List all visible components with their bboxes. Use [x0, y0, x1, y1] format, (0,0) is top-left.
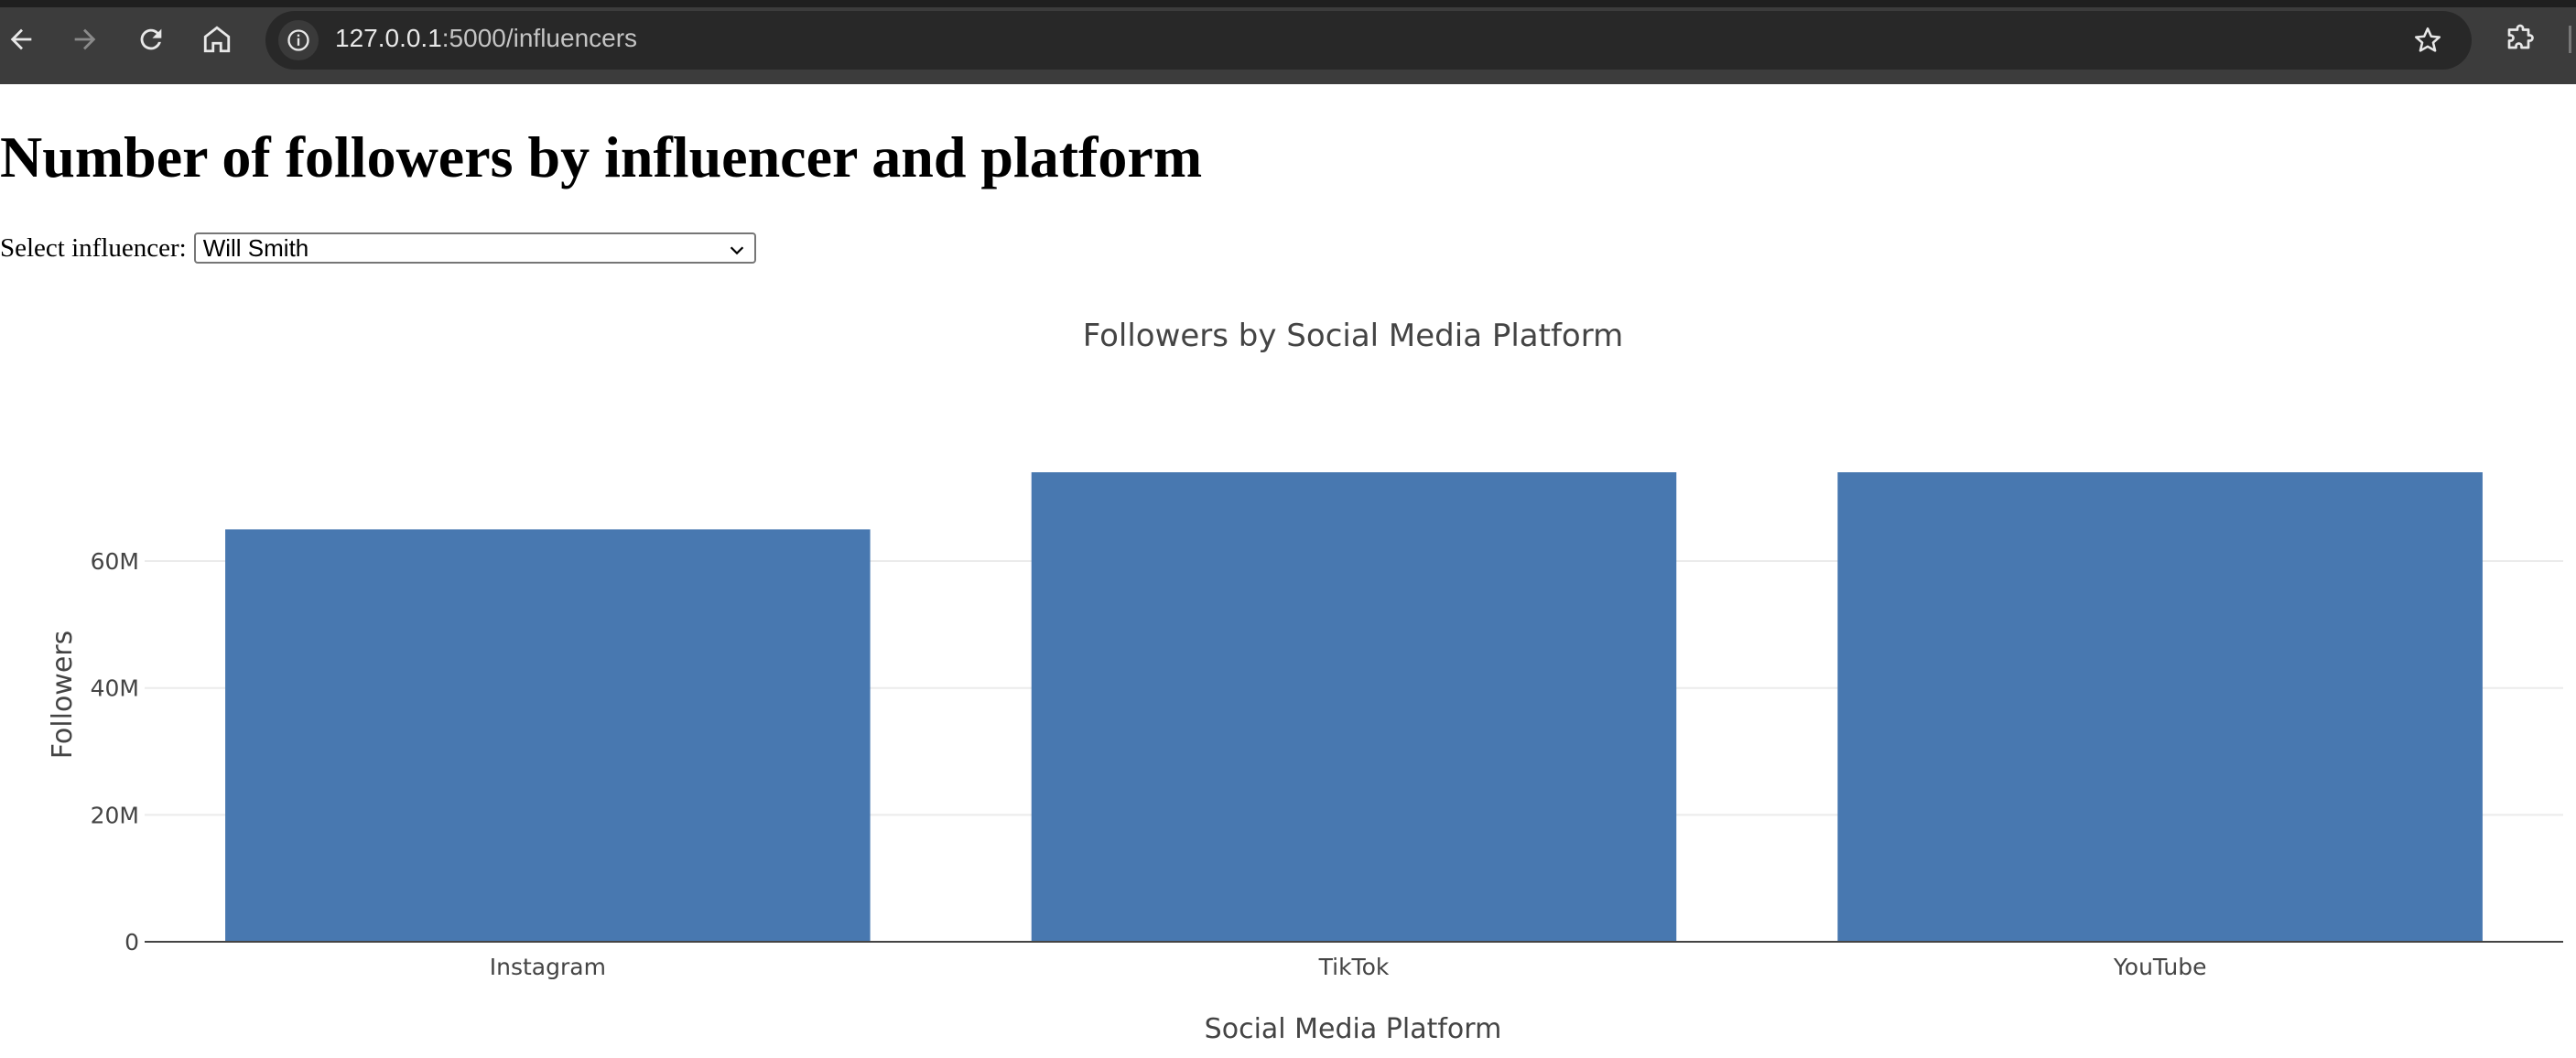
x-tick-label: TikTok: [1318, 954, 1390, 980]
y-tick-label: 60M: [91, 548, 139, 575]
influencer-select[interactable]: Will Smith: [193, 232, 756, 264]
chart-title: Followers by Social Media Platform: [1083, 318, 1624, 354]
page-title: Number of followers by influencer and pl…: [0, 124, 1203, 189]
reload-button[interactable]: [130, 18, 172, 60]
x-tick-label: Instagram: [490, 954, 606, 980]
arrow-right-icon: [74, 28, 96, 50]
tab-strip: [0, 0, 2576, 7]
chevron-down-icon: [730, 246, 743, 255]
forward-button[interactable]: [64, 18, 106, 60]
bars: [225, 472, 2483, 942]
influencer-select-row: Select influencer: Will Smith: [0, 231, 756, 265]
x-axis-ticks: Instagram TikTok YouTube: [490, 954, 2207, 980]
browser-toolbar: 127.0.0.1:5000/influencers: [0, 0, 2576, 84]
y-tick-label: 40M: [91, 675, 139, 702]
influencer-select-value: Will Smith: [202, 233, 309, 262]
puzzle-icon: [2507, 24, 2534, 49]
extensions-button[interactable]: [2499, 18, 2541, 60]
home-button[interactable]: [196, 18, 238, 60]
url-text[interactable]: 127.0.0.1:5000/influencers: [335, 24, 637, 53]
back-button[interactable]: [0, 18, 42, 60]
star-icon: [2414, 27, 2441, 52]
info-icon: [287, 29, 309, 51]
bar-tiktok[interactable]: [1031, 472, 1677, 942]
followers-bar-chart: Followers by Social Media Platform 0 20M 4…: [47, 318, 2563, 1045]
x-tick-label: YouTube: [2113, 954, 2207, 980]
influencer-select-label: Select influencer:: [0, 232, 187, 263]
reload-icon: [140, 28, 162, 50]
y-tick-label: 0: [124, 929, 139, 955]
home-icon: [203, 26, 231, 53]
y-axis-label: Followers: [47, 631, 79, 760]
arrow-left-icon: [10, 28, 32, 50]
bar-instagram[interactable]: [225, 529, 871, 942]
bar-youtube[interactable]: [1837, 472, 2483, 942]
toolbar-divider: [2569, 26, 2571, 53]
url-host: 127.0.0.1: [335, 24, 442, 52]
x-axis-label: Social Media Platform: [1205, 1013, 1502, 1045]
url-path: :5000/influencers: [441, 24, 638, 52]
site-info-button[interactable]: [278, 20, 319, 60]
y-tick-label: 20M: [91, 802, 139, 828]
address-bar[interactable]: 127.0.0.1:5000/influencers: [265, 11, 2472, 70]
bookmark-button[interactable]: [2408, 20, 2448, 60]
y-axis-ticks: 0 20M 40M 60M: [91, 548, 139, 955]
